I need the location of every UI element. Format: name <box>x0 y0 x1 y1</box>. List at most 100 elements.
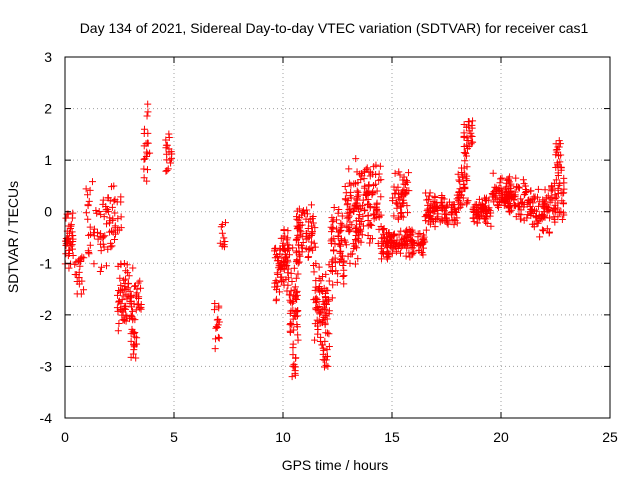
data-point <box>116 288 124 296</box>
data-point <box>383 229 391 237</box>
data-point <box>284 269 292 277</box>
data-point <box>375 213 383 221</box>
data-point <box>361 167 369 175</box>
data-point <box>144 100 152 108</box>
data-point <box>498 174 506 182</box>
data-point <box>106 197 114 205</box>
data-point <box>560 185 568 193</box>
data-point <box>84 191 92 199</box>
data-point <box>438 194 446 202</box>
data-point <box>90 225 98 233</box>
data-point <box>162 167 170 175</box>
data-point <box>130 282 138 290</box>
data-point <box>424 201 432 209</box>
data-point <box>553 159 561 167</box>
x-tick-label: 5 <box>170 429 178 445</box>
data-point <box>136 304 144 312</box>
data-point <box>111 196 119 204</box>
data-point <box>102 262 110 270</box>
data-point <box>106 228 114 236</box>
data-point <box>555 208 563 216</box>
data-point <box>325 277 333 285</box>
data-point <box>320 313 328 321</box>
data-point <box>454 170 462 178</box>
data-point <box>65 264 73 272</box>
data-point <box>539 227 547 235</box>
data-point <box>504 190 512 198</box>
data-point <box>68 232 76 240</box>
data-point <box>103 220 111 228</box>
data-point <box>345 214 353 222</box>
data-point <box>400 173 408 181</box>
data-point <box>321 293 329 301</box>
data-point <box>366 220 374 228</box>
data-point <box>390 212 398 220</box>
data-point <box>122 317 130 325</box>
data-point <box>282 263 290 271</box>
data-point <box>117 224 125 232</box>
data-point <box>353 168 361 176</box>
data-point <box>295 251 303 259</box>
data-point <box>345 165 353 173</box>
y-tick-labels: -4 -3 -2 -1 0 1 2 3 <box>40 49 53 426</box>
data-point <box>352 217 360 225</box>
data-point <box>296 252 304 260</box>
data-point <box>483 209 491 217</box>
data-point <box>361 206 369 214</box>
data-point <box>288 373 296 381</box>
data-point <box>290 291 298 299</box>
data-point <box>215 318 223 326</box>
data-point <box>143 112 151 120</box>
y-tick-label: -2 <box>40 307 53 323</box>
data-point <box>220 234 228 242</box>
data-point <box>288 278 296 286</box>
data-point <box>390 230 398 238</box>
data-point <box>90 260 98 268</box>
data-point <box>135 295 143 303</box>
data-point <box>330 204 338 212</box>
data-point <box>432 204 440 212</box>
data-point <box>90 229 98 237</box>
data-point <box>324 362 332 370</box>
data-point <box>451 217 459 225</box>
data-point <box>556 140 564 148</box>
data-point <box>121 280 129 288</box>
data-point <box>67 242 75 250</box>
data-point <box>142 153 150 161</box>
data-point <box>395 168 403 176</box>
data-point <box>86 223 94 231</box>
data-point <box>437 202 445 210</box>
data-point <box>409 249 417 257</box>
data-point <box>296 218 304 226</box>
data-point <box>351 225 359 233</box>
data-point <box>340 280 348 288</box>
data-point <box>143 139 151 147</box>
data-point <box>322 329 330 337</box>
data-point <box>166 156 174 164</box>
data-point <box>353 196 361 204</box>
data-point <box>416 229 424 237</box>
data-point <box>377 193 385 201</box>
data-point <box>506 208 514 216</box>
data-point <box>458 172 466 180</box>
data-point <box>292 236 300 244</box>
data-point <box>560 174 568 182</box>
data-point <box>321 319 329 327</box>
data-point <box>456 200 464 208</box>
data-point <box>377 234 385 242</box>
data-point <box>353 223 361 231</box>
data-point <box>280 258 288 266</box>
data-point <box>369 210 377 218</box>
data-point <box>96 233 104 241</box>
data-point <box>554 172 562 180</box>
data-point <box>522 186 530 194</box>
data-point <box>215 334 223 342</box>
data-point <box>335 206 343 214</box>
data-point <box>551 195 559 203</box>
data-point <box>76 262 84 270</box>
data-point <box>461 149 469 157</box>
data-point <box>438 201 446 209</box>
x-tick-labels: 0 5 10 15 20 25 <box>61 429 618 445</box>
data-point <box>520 180 528 188</box>
